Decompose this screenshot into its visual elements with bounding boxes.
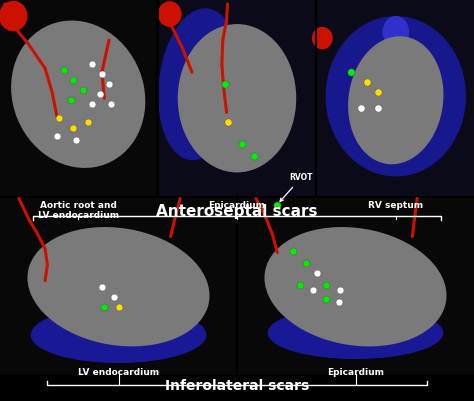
Point: [105, 81, 113, 87]
Text: LV endocardium: LV endocardium: [78, 368, 159, 377]
Point: [70, 77, 77, 83]
Ellipse shape: [312, 27, 333, 49]
Point: [70, 125, 77, 132]
Point: [224, 119, 231, 126]
Point: [98, 284, 106, 290]
Point: [100, 304, 108, 310]
Point: [108, 101, 115, 107]
Bar: [158, 0, 316, 196]
Point: [335, 298, 343, 305]
Point: [67, 97, 75, 103]
Text: RVOT: RVOT: [280, 174, 313, 201]
Ellipse shape: [178, 24, 296, 172]
Point: [53, 133, 61, 140]
Ellipse shape: [326, 16, 466, 176]
Ellipse shape: [11, 20, 146, 168]
Point: [273, 201, 281, 208]
Ellipse shape: [27, 227, 210, 346]
Point: [322, 282, 330, 288]
Point: [309, 286, 317, 293]
Point: [72, 137, 80, 144]
Bar: [0, 0, 156, 196]
Point: [89, 61, 96, 67]
Point: [364, 79, 371, 85]
Ellipse shape: [264, 227, 447, 346]
Text: Epicardium: Epicardium: [327, 368, 384, 377]
Bar: [237, 198, 474, 375]
Point: [96, 91, 103, 97]
Ellipse shape: [31, 307, 206, 363]
Text: RV septum: RV septum: [368, 200, 423, 209]
Point: [84, 119, 91, 126]
Point: [302, 259, 310, 266]
Point: [322, 296, 330, 302]
Point: [89, 101, 96, 107]
Point: [289, 247, 297, 254]
Point: [374, 89, 382, 95]
Ellipse shape: [31, 307, 206, 363]
Point: [79, 87, 87, 93]
Text: Inferolateral scars: Inferolateral scars: [165, 379, 309, 393]
Ellipse shape: [158, 8, 240, 160]
Ellipse shape: [383, 16, 409, 48]
Ellipse shape: [268, 307, 443, 359]
Text: Aortic root and
LV endocardium: Aortic root and LV endocardium: [37, 200, 119, 220]
Bar: [316, 0, 474, 196]
Ellipse shape: [0, 1, 27, 31]
Point: [296, 282, 303, 288]
Text: Anteroseptal scars: Anteroseptal scars: [156, 204, 318, 219]
Point: [347, 69, 355, 75]
Ellipse shape: [268, 307, 443, 359]
Point: [374, 105, 382, 111]
Point: [98, 71, 106, 77]
Ellipse shape: [348, 36, 444, 164]
Point: [116, 304, 123, 310]
Point: [250, 153, 257, 160]
Point: [55, 115, 63, 122]
Point: [110, 294, 118, 300]
Point: [337, 286, 344, 293]
Text: Epicardium: Epicardium: [209, 200, 265, 209]
Point: [313, 270, 320, 277]
Point: [357, 105, 365, 111]
Bar: [0, 198, 237, 375]
Ellipse shape: [158, 1, 182, 27]
Point: [238, 141, 246, 148]
Point: [60, 67, 68, 73]
Point: [221, 81, 229, 87]
